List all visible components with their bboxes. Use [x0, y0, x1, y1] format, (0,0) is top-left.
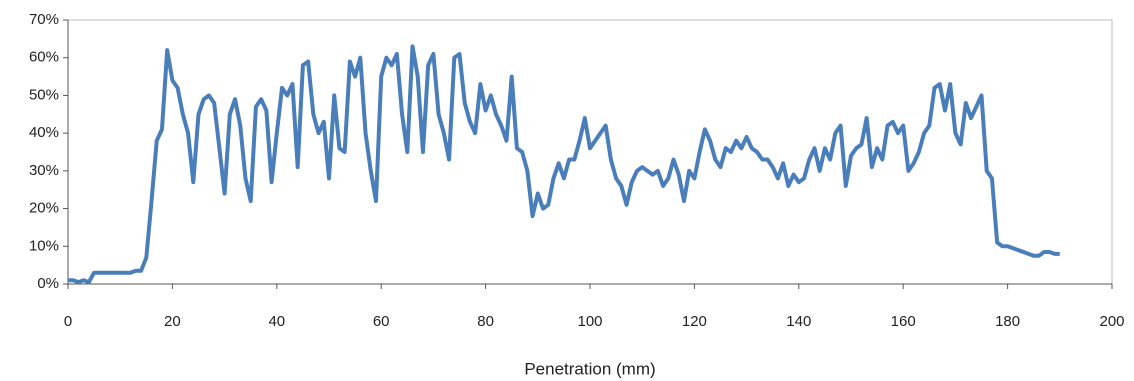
x-tick-label: 200 — [1099, 313, 1124, 330]
y-tick-label: 0% — [37, 275, 59, 292]
x-tick-label: 180 — [995, 313, 1020, 330]
y-tick-label: 40% — [29, 124, 59, 141]
x-axis-label: Penetration (mm) — [524, 359, 655, 378]
x-tick-label: 40 — [268, 313, 285, 330]
y-tick-label: 20% — [29, 200, 59, 217]
x-tick-label: 80 — [477, 313, 494, 330]
y-tick-label: 30% — [29, 162, 59, 179]
x-tick-label: 60 — [373, 313, 390, 330]
x-tick-label: 0 — [64, 313, 72, 330]
x-tick-label: 120 — [682, 313, 707, 330]
data-line — [68, 44, 1060, 285]
x-tick-label: 140 — [786, 313, 811, 330]
y-tick-label: 60% — [29, 49, 59, 66]
x-tick-label: 160 — [891, 313, 916, 330]
plot-frame — [67, 19, 1113, 285]
y-tick-label: 50% — [29, 86, 59, 103]
x-tick-label: 20 — [164, 313, 181, 330]
y-tick-label: 70% — [29, 11, 59, 28]
y-tick-label: 10% — [29, 237, 59, 254]
x-tick-label: 100 — [577, 313, 602, 330]
